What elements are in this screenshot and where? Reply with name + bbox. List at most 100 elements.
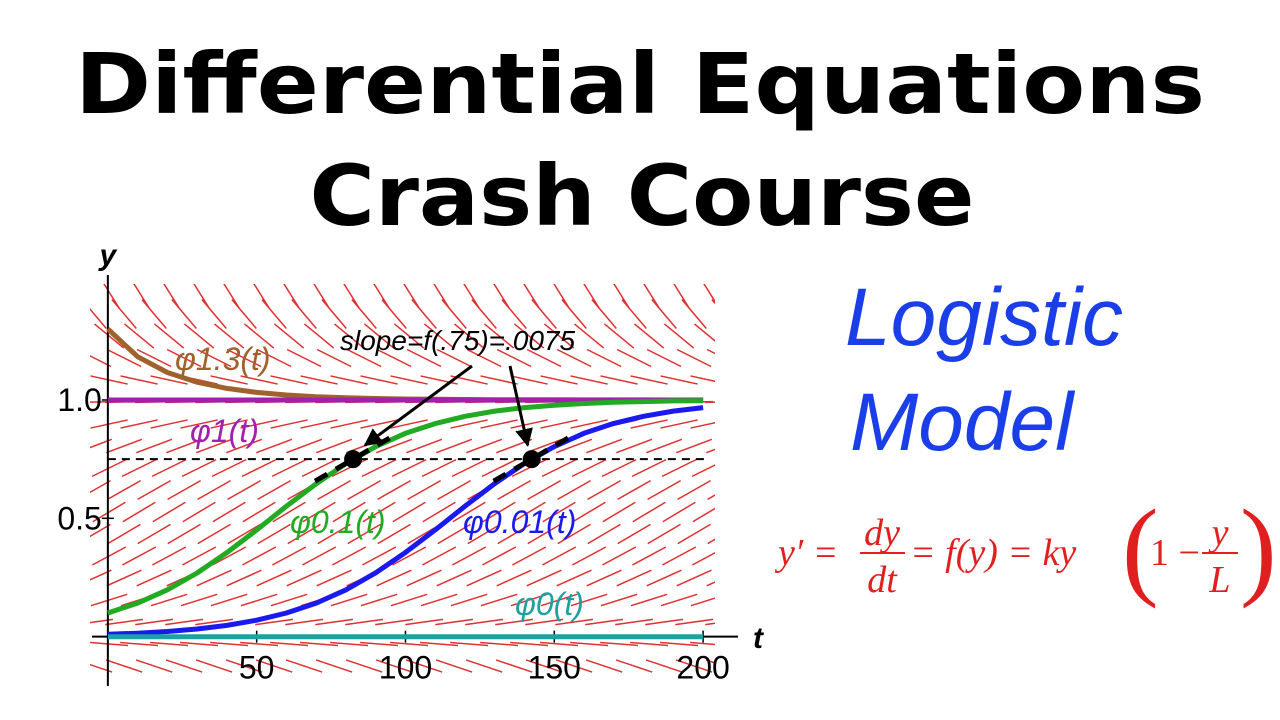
- field-segment: [393, 323, 425, 349]
- field-segment: [630, 375, 668, 385]
- field-segment: [90, 438, 113, 449]
- field-segment: [711, 298, 715, 305]
- field-segment: [375, 618, 414, 626]
- field-segment: [471, 298, 497, 330]
- eq-part: y: [1208, 512, 1229, 554]
- field-segment: [111, 298, 137, 330]
- field-segment: [662, 501, 696, 523]
- field-segment: [390, 641, 429, 647]
- field-segment: [182, 501, 216, 523]
- field-segment: [406, 348, 442, 368]
- field-segment: [423, 323, 455, 349]
- eq-part: = f(y) = ky: [910, 532, 1076, 574]
- field-segment: [360, 593, 398, 607]
- field-segment: [570, 375, 608, 385]
- field-segment: [407, 479, 441, 501]
- field-segment: [453, 323, 485, 349]
- field-segment: [450, 593, 488, 607]
- field-segment: [495, 618, 534, 626]
- field-segment: [90, 419, 128, 429]
- field-segment: [180, 641, 219, 647]
- field-segment: [705, 622, 715, 626]
- field-segment: [480, 641, 519, 647]
- field-segment: [256, 569, 292, 587]
- field-segment: [573, 323, 605, 349]
- eq-part: y′ =: [774, 532, 838, 574]
- field-segment: [171, 298, 197, 330]
- field-segment: [150, 593, 188, 607]
- field-segment: [632, 501, 666, 523]
- field-segment: [480, 375, 518, 385]
- field-segment: [330, 419, 368, 429]
- field-segment: [706, 448, 715, 454]
- field-segment: [360, 641, 399, 647]
- field-segment: [513, 323, 545, 349]
- field-segment: [663, 323, 695, 349]
- field-segment: [662, 546, 697, 566]
- field-segment: [583, 284, 600, 309]
- field-segment: [553, 284, 570, 309]
- field-segment: [210, 375, 248, 385]
- field-segment: [180, 419, 218, 429]
- field-segment: [482, 546, 517, 566]
- field-segment: [211, 458, 247, 478]
- field-segment: [152, 546, 187, 566]
- field-segment: [646, 438, 683, 454]
- field-segment: [255, 618, 294, 626]
- series-label: φ1(t): [190, 413, 259, 449]
- field-segment: [647, 479, 681, 501]
- field-segment: [347, 479, 381, 501]
- field-segment: [707, 494, 715, 501]
- field-segment: [392, 501, 426, 523]
- field-segment: [435, 618, 474, 626]
- topic: Logistic: [845, 272, 1123, 363]
- eq-part: dt: [867, 559, 898, 601]
- field-segment: [106, 569, 142, 587]
- field-segment: [437, 479, 471, 501]
- field-segment: [435, 659, 473, 673]
- field-segment: [630, 593, 668, 607]
- field-segment: [501, 298, 527, 330]
- field-segment: [351, 298, 377, 330]
- field-segment: [317, 479, 351, 501]
- field-segment: [406, 438, 443, 454]
- field-segment: [362, 546, 397, 566]
- field-segment: [690, 421, 715, 429]
- field-segment: [332, 546, 367, 566]
- field-segment: [92, 501, 126, 523]
- field-segment: [376, 348, 412, 368]
- field-segment: [226, 569, 262, 587]
- field-segment: [570, 419, 608, 429]
- series-label: φ0.1(t): [290, 504, 386, 540]
- field-segment: [105, 618, 144, 626]
- field-segment: [556, 438, 593, 454]
- field-segment: [411, 298, 437, 330]
- field-segment: [405, 618, 444, 626]
- field-segment: [133, 284, 150, 309]
- field-segment: [196, 348, 232, 368]
- field-segment: [301, 458, 337, 478]
- field-segment: [333, 323, 365, 349]
- field-segment: [242, 546, 277, 566]
- field-segment: [602, 546, 637, 566]
- field-segment: [256, 348, 292, 368]
- field-segment: [261, 298, 287, 330]
- field-segment: [195, 618, 234, 626]
- arrow: [363, 364, 473, 447]
- field-segment: [601, 458, 637, 478]
- field-segment: [660, 593, 698, 607]
- field-segment: [105, 659, 143, 673]
- field-segment: [497, 523, 531, 545]
- field-segment: [543, 323, 575, 349]
- field-segment: [90, 523, 111, 538]
- title: Differential Equations: [75, 35, 1205, 133]
- field-segment: [403, 284, 420, 309]
- field-segment: [466, 348, 502, 368]
- field-segment: [270, 375, 308, 385]
- field-segment: [137, 523, 171, 545]
- series-label: φ0.01(t): [463, 504, 576, 540]
- field-segment: [120, 375, 158, 385]
- field-segment: [90, 618, 114, 624]
- field-segment: [691, 464, 715, 478]
- field-segment: [681, 298, 707, 330]
